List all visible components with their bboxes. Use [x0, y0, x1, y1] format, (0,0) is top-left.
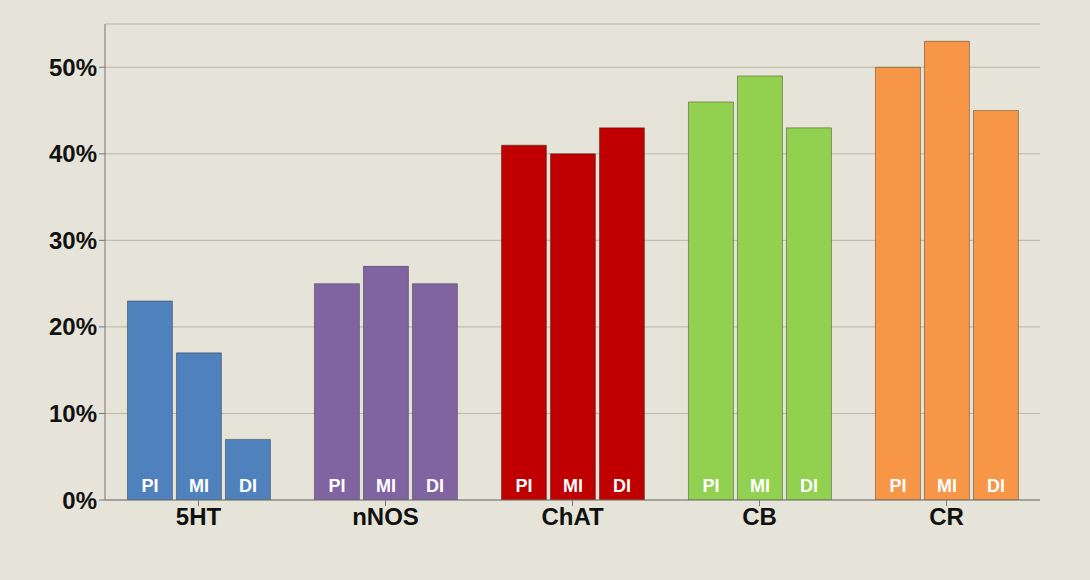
- svg-text:DI: DI: [426, 476, 444, 496]
- svg-text:DI: DI: [239, 476, 257, 496]
- svg-text:DI: DI: [800, 476, 818, 496]
- svg-text:0%: 0%: [62, 487, 97, 514]
- svg-text:DI: DI: [613, 476, 631, 496]
- svg-text:5HT: 5HT: [176, 503, 222, 530]
- svg-text:PI: PI: [889, 476, 906, 496]
- svg-text:10%: 10%: [49, 400, 97, 427]
- svg-text:CB: CB: [742, 503, 777, 530]
- svg-text:PI: PI: [328, 476, 345, 496]
- svg-text:MI: MI: [750, 476, 770, 496]
- svg-text:MI: MI: [189, 476, 209, 496]
- svg-text:30%: 30%: [49, 227, 97, 254]
- svg-text:CR: CR: [929, 503, 964, 530]
- svg-text:ChAT: ChAT: [541, 503, 604, 530]
- svg-text:40%: 40%: [49, 140, 97, 167]
- svg-text:MI: MI: [376, 476, 396, 496]
- svg-text:DI: DI: [987, 476, 1005, 496]
- svg-text:50%: 50%: [49, 54, 97, 81]
- svg-text:20%: 20%: [49, 313, 97, 340]
- svg-text:PI: PI: [141, 476, 158, 496]
- svg-text:nNOS: nNOS: [352, 503, 419, 530]
- svg-text:PI: PI: [515, 476, 532, 496]
- svg-text:MI: MI: [563, 476, 583, 496]
- svg-text:PI: PI: [702, 476, 719, 496]
- svg-text:MI: MI: [937, 476, 957, 496]
